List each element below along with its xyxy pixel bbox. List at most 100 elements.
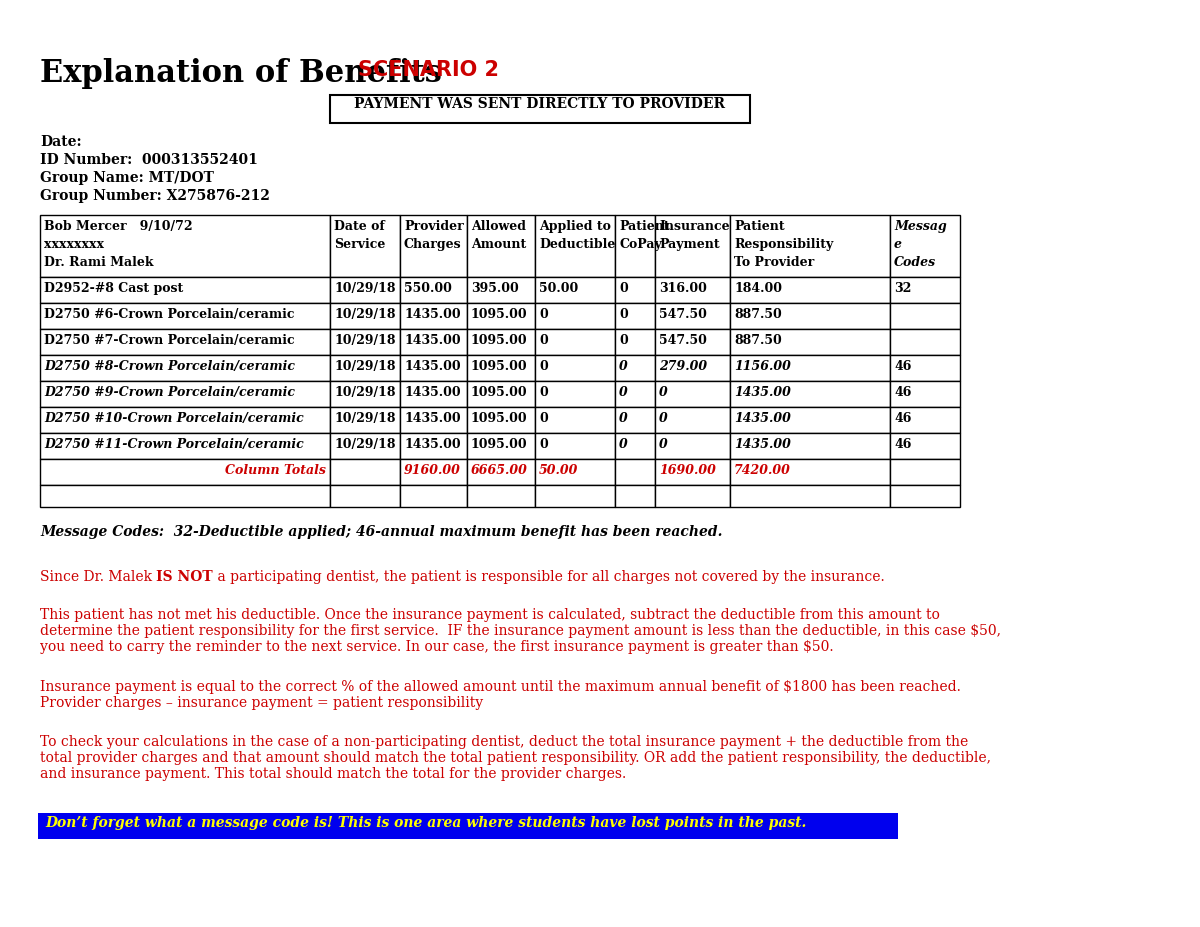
Text: 9160.00: 9160.00 — [404, 464, 461, 477]
Bar — [730, 215, 890, 277]
Bar — [400, 303, 467, 329]
Text: Date of: Date of — [334, 220, 385, 233]
Text: 1095.00: 1095.00 — [470, 360, 528, 373]
Text: 0: 0 — [539, 308, 547, 321]
Text: Group Name: MT/DOT: Group Name: MT/DOT — [40, 171, 214, 185]
Bar — [890, 459, 960, 485]
Bar — [655, 215, 730, 277]
Text: This patient has not met his deductible. Once the insurance payment is calculate: This patient has not met his deductible.… — [40, 608, 1001, 654]
Bar — [730, 407, 890, 433]
Bar — [40, 277, 330, 303]
Text: 1095.00: 1095.00 — [470, 308, 528, 321]
Text: Payment: Payment — [659, 238, 720, 251]
Bar — [467, 485, 535, 507]
Text: 0: 0 — [659, 386, 667, 399]
Bar — [616, 303, 655, 329]
Bar — [655, 459, 730, 485]
Text: 887.50: 887.50 — [734, 308, 781, 321]
Bar — [730, 485, 890, 507]
Text: D2750 #8-Crown Porcelain/ceramic: D2750 #8-Crown Porcelain/ceramic — [44, 360, 295, 373]
Text: ID Number:  000313552401: ID Number: 000313552401 — [40, 153, 258, 167]
Bar — [400, 433, 467, 459]
Bar — [40, 381, 330, 407]
Bar — [730, 381, 890, 407]
Text: Applied to: Applied to — [539, 220, 611, 233]
Bar — [467, 459, 535, 485]
Text: Provider: Provider — [404, 220, 463, 233]
Text: 10/29/18: 10/29/18 — [334, 412, 396, 425]
Bar — [535, 485, 616, 507]
Bar — [467, 277, 535, 303]
Bar — [890, 329, 960, 355]
Bar — [616, 329, 655, 355]
Text: 46: 46 — [894, 386, 911, 399]
Bar — [890, 381, 960, 407]
Text: 0: 0 — [619, 308, 628, 321]
Text: 1156.00: 1156.00 — [734, 360, 791, 373]
Text: 10/29/18: 10/29/18 — [334, 308, 396, 321]
Bar — [40, 433, 330, 459]
Text: Don’t forget what a message code is! This is one area where students have lost p: Don’t forget what a message code is! Thi… — [46, 816, 806, 830]
Text: 316.00: 316.00 — [659, 282, 707, 295]
Text: 184.00: 184.00 — [734, 282, 782, 295]
Text: 887.50: 887.50 — [734, 334, 781, 347]
Bar — [38, 813, 898, 839]
Bar — [330, 485, 400, 507]
Bar — [616, 215, 655, 277]
Text: 0: 0 — [539, 386, 547, 399]
Text: 547.50: 547.50 — [659, 334, 707, 347]
Bar — [400, 485, 467, 507]
Text: 10/29/18: 10/29/18 — [334, 438, 396, 451]
Text: 1095.00: 1095.00 — [470, 438, 528, 451]
Bar — [890, 277, 960, 303]
Bar — [40, 355, 330, 381]
Bar — [40, 485, 330, 507]
Bar — [730, 329, 890, 355]
Text: 1435.00: 1435.00 — [734, 412, 791, 425]
Bar — [616, 355, 655, 381]
Bar — [40, 303, 330, 329]
Text: Responsibility: Responsibility — [734, 238, 833, 251]
Text: 0: 0 — [619, 386, 628, 399]
Bar — [330, 433, 400, 459]
Text: D2750 #11-Crown Porcelain/ceramic: D2750 #11-Crown Porcelain/ceramic — [44, 438, 304, 451]
Text: 1435.00: 1435.00 — [734, 438, 791, 451]
Text: To check your calculations in the case of a non-participating dentist, deduct th: To check your calculations in the case o… — [40, 735, 991, 781]
Bar — [467, 303, 535, 329]
Text: D2750 #7-Crown Porcelain/ceramic: D2750 #7-Crown Porcelain/ceramic — [44, 334, 295, 347]
Text: 1095.00: 1095.00 — [470, 334, 528, 347]
Bar — [400, 277, 467, 303]
Bar — [655, 303, 730, 329]
Bar — [890, 215, 960, 277]
Text: 50.00: 50.00 — [539, 464, 578, 477]
Text: Charges: Charges — [404, 238, 462, 251]
Text: 46: 46 — [894, 412, 911, 425]
Bar — [467, 381, 535, 407]
Text: Message Codes:  32-Deductible applied; 46-annual maximum benefit has been reache: Message Codes: 32-Deductible applied; 46… — [40, 525, 722, 539]
Bar — [330, 329, 400, 355]
Bar — [330, 215, 400, 277]
Text: 0: 0 — [619, 360, 628, 373]
Text: Service: Service — [334, 238, 385, 251]
Text: PAYMENT WAS SENT DIRECTLY TO PROVIDER: PAYMENT WAS SENT DIRECTLY TO PROVIDER — [354, 97, 726, 111]
Bar — [467, 215, 535, 277]
Bar — [467, 329, 535, 355]
Text: Insurance payment is equal to the correct % of the allowed amount until the maxi: Insurance payment is equal to the correc… — [40, 680, 961, 710]
Text: 10/29/18: 10/29/18 — [334, 386, 396, 399]
Bar — [535, 277, 616, 303]
Text: CoPay: CoPay — [619, 238, 661, 251]
Bar — [655, 355, 730, 381]
Bar — [330, 407, 400, 433]
Text: 1435.00: 1435.00 — [404, 308, 461, 321]
Bar — [655, 407, 730, 433]
Text: Patient: Patient — [734, 220, 785, 233]
Bar — [730, 433, 890, 459]
Text: Column Totals: Column Totals — [226, 464, 326, 477]
Text: D2750 #9-Crown Porcelain/ceramic: D2750 #9-Crown Porcelain/ceramic — [44, 386, 295, 399]
Bar — [535, 381, 616, 407]
Text: 46: 46 — [894, 438, 911, 451]
Bar — [655, 329, 730, 355]
Text: Patient: Patient — [619, 220, 670, 233]
Text: 0: 0 — [539, 438, 547, 451]
Text: 50.00: 50.00 — [539, 282, 578, 295]
